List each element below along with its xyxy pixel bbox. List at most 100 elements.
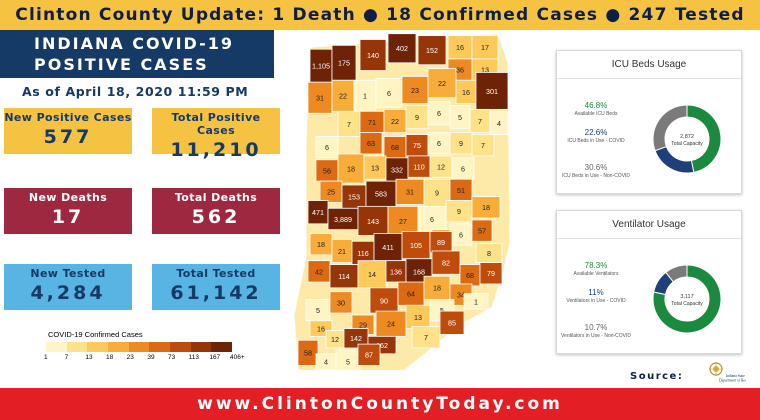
county-value: 6: [387, 90, 391, 98]
county-value: 6: [325, 144, 329, 152]
county-cell: [463, 293, 489, 310]
county-value: 85: [448, 320, 456, 328]
new-deaths-value: 17: [51, 206, 85, 228]
county-value: 25: [327, 189, 335, 197]
new-tested-value: 4,284: [30, 282, 106, 304]
icu-noncovid-pct: 30.6%: [584, 163, 608, 172]
county-value: 4: [324, 359, 328, 367]
county-value: 12: [331, 336, 339, 344]
legend-tick: 113: [188, 354, 200, 361]
vent-covid-desc: Ventilators in Use - COVID: [566, 298, 626, 304]
donut-center-value: 2,872: [680, 134, 694, 140]
county-cell: [427, 68, 457, 99]
county-value: 153: [348, 194, 360, 202]
county-value: 140: [367, 52, 379, 60]
donut-center-value: 3,117: [680, 294, 693, 300]
donut-slice-noncovid: [665, 264, 688, 283]
total-positive-value: 11,210: [170, 139, 262, 161]
legend-swatch: [170, 342, 191, 352]
icu-available-pct: 46.8%: [584, 101, 608, 110]
county-cell: [375, 77, 403, 108]
vent-noncovid-stat: 10.7% Ventilators in Use - Non-COVID: [557, 323, 635, 340]
donut-slice-covid: [654, 145, 695, 174]
county-value: 402: [396, 45, 408, 53]
county-value: 18: [347, 166, 355, 174]
county-value: 114: [338, 273, 350, 281]
county-cell: [357, 343, 381, 366]
county-cell: [417, 35, 447, 66]
title-line-2: POSITIVE CASES: [34, 55, 209, 74]
county-value: 1: [474, 298, 478, 306]
new-tested-card: New Tested 4,284: [4, 264, 132, 310]
county-value: 79: [487, 270, 495, 278]
county-value: 71: [368, 119, 376, 127]
svg-text:Department of Health: Department of Health: [719, 379, 746, 383]
vent-noncovid-desc: Ventilators in Use - Non-COVID: [560, 333, 632, 339]
county-value: 13: [414, 314, 422, 322]
county-value: 68: [391, 144, 399, 152]
icu-covid-desc: ICU Beds in Use - COVID: [567, 138, 625, 144]
total-tested-label: Total Tested: [176, 267, 256, 280]
total-positive-cases-card: Total Positive Cases 11,210: [152, 108, 280, 161]
legend-tick: 7: [64, 354, 69, 361]
county-cell: [431, 250, 461, 275]
county-value: 18: [482, 204, 490, 212]
county-cell: [479, 262, 503, 285]
county-value: 6: [437, 140, 441, 148]
county-value: 1: [363, 93, 367, 101]
county-cell: [337, 153, 365, 184]
legend-tick: 167: [209, 354, 221, 361]
county-value: 56: [323, 167, 331, 175]
new-positive-label: New Positive Cases: [4, 111, 132, 124]
county-value: 63: [367, 140, 375, 148]
county-value: 5: [316, 307, 320, 315]
county-cell: [297, 339, 319, 366]
county-cell: [369, 287, 399, 314]
county-value: 18: [317, 241, 325, 249]
title-line-1: INDIANA COVID-19: [34, 34, 235, 53]
legend-tick: 18: [106, 354, 114, 361]
county-cell: [471, 134, 495, 157]
donut-slice-noncovid: [652, 104, 688, 152]
county-value: 7: [481, 142, 485, 150]
county-value: 82: [442, 260, 450, 268]
county-value: 75: [413, 142, 421, 150]
county-value: 90: [380, 297, 388, 305]
county-cell: [359, 132, 383, 155]
county-value: 87: [365, 352, 373, 360]
county-value: 136: [390, 268, 402, 276]
county-value: 13: [481, 67, 489, 75]
vent-panel-title: Ventilator Usage: [557, 211, 741, 239]
source-label: Source:: [630, 371, 684, 382]
vent-available-pct: 78.3%: [584, 261, 608, 270]
legend-tick: 13: [85, 354, 93, 361]
county-value: 64: [407, 291, 415, 299]
county-cell: [411, 326, 441, 349]
county-value: 105: [410, 242, 422, 250]
county-cell: [359, 39, 387, 71]
county-value: 116: [357, 250, 369, 258]
footer-website[interactable]: www.ClintonCountyToday.com: [0, 388, 760, 420]
county-value: 31: [316, 95, 324, 103]
legend-tick: 406+: [230, 354, 245, 361]
total-deaths-label: Total Deaths: [174, 191, 258, 204]
county-value: 57: [478, 228, 486, 236]
new-deaths-label: New Deaths: [28, 191, 108, 204]
county-value: 332: [391, 167, 403, 175]
vent-available-stat: 78.3% Available Ventilators: [557, 261, 635, 278]
donut-slice-available: [652, 264, 722, 334]
svg-text:Indiana State: Indiana State: [726, 374, 745, 378]
icu-beds-panel: ICU Beds Usage 46.8% Available ICU Beds …: [556, 50, 742, 194]
legend-swatch: [128, 342, 150, 352]
county-value: 6: [437, 110, 441, 118]
legend-swatch: [190, 342, 212, 352]
vent-covid-pct: 11%: [588, 288, 604, 297]
legend-color-scale: [46, 342, 233, 352]
new-positive-value: 577: [43, 126, 93, 148]
county-value: 3,889: [334, 216, 352, 224]
icu-available-desc: Available ICU Beds: [574, 111, 618, 117]
county-value: 34: [457, 292, 465, 300]
new-tested-label: New Tested: [30, 267, 106, 280]
vent-noncovid-pct: 10.7%: [584, 323, 608, 332]
